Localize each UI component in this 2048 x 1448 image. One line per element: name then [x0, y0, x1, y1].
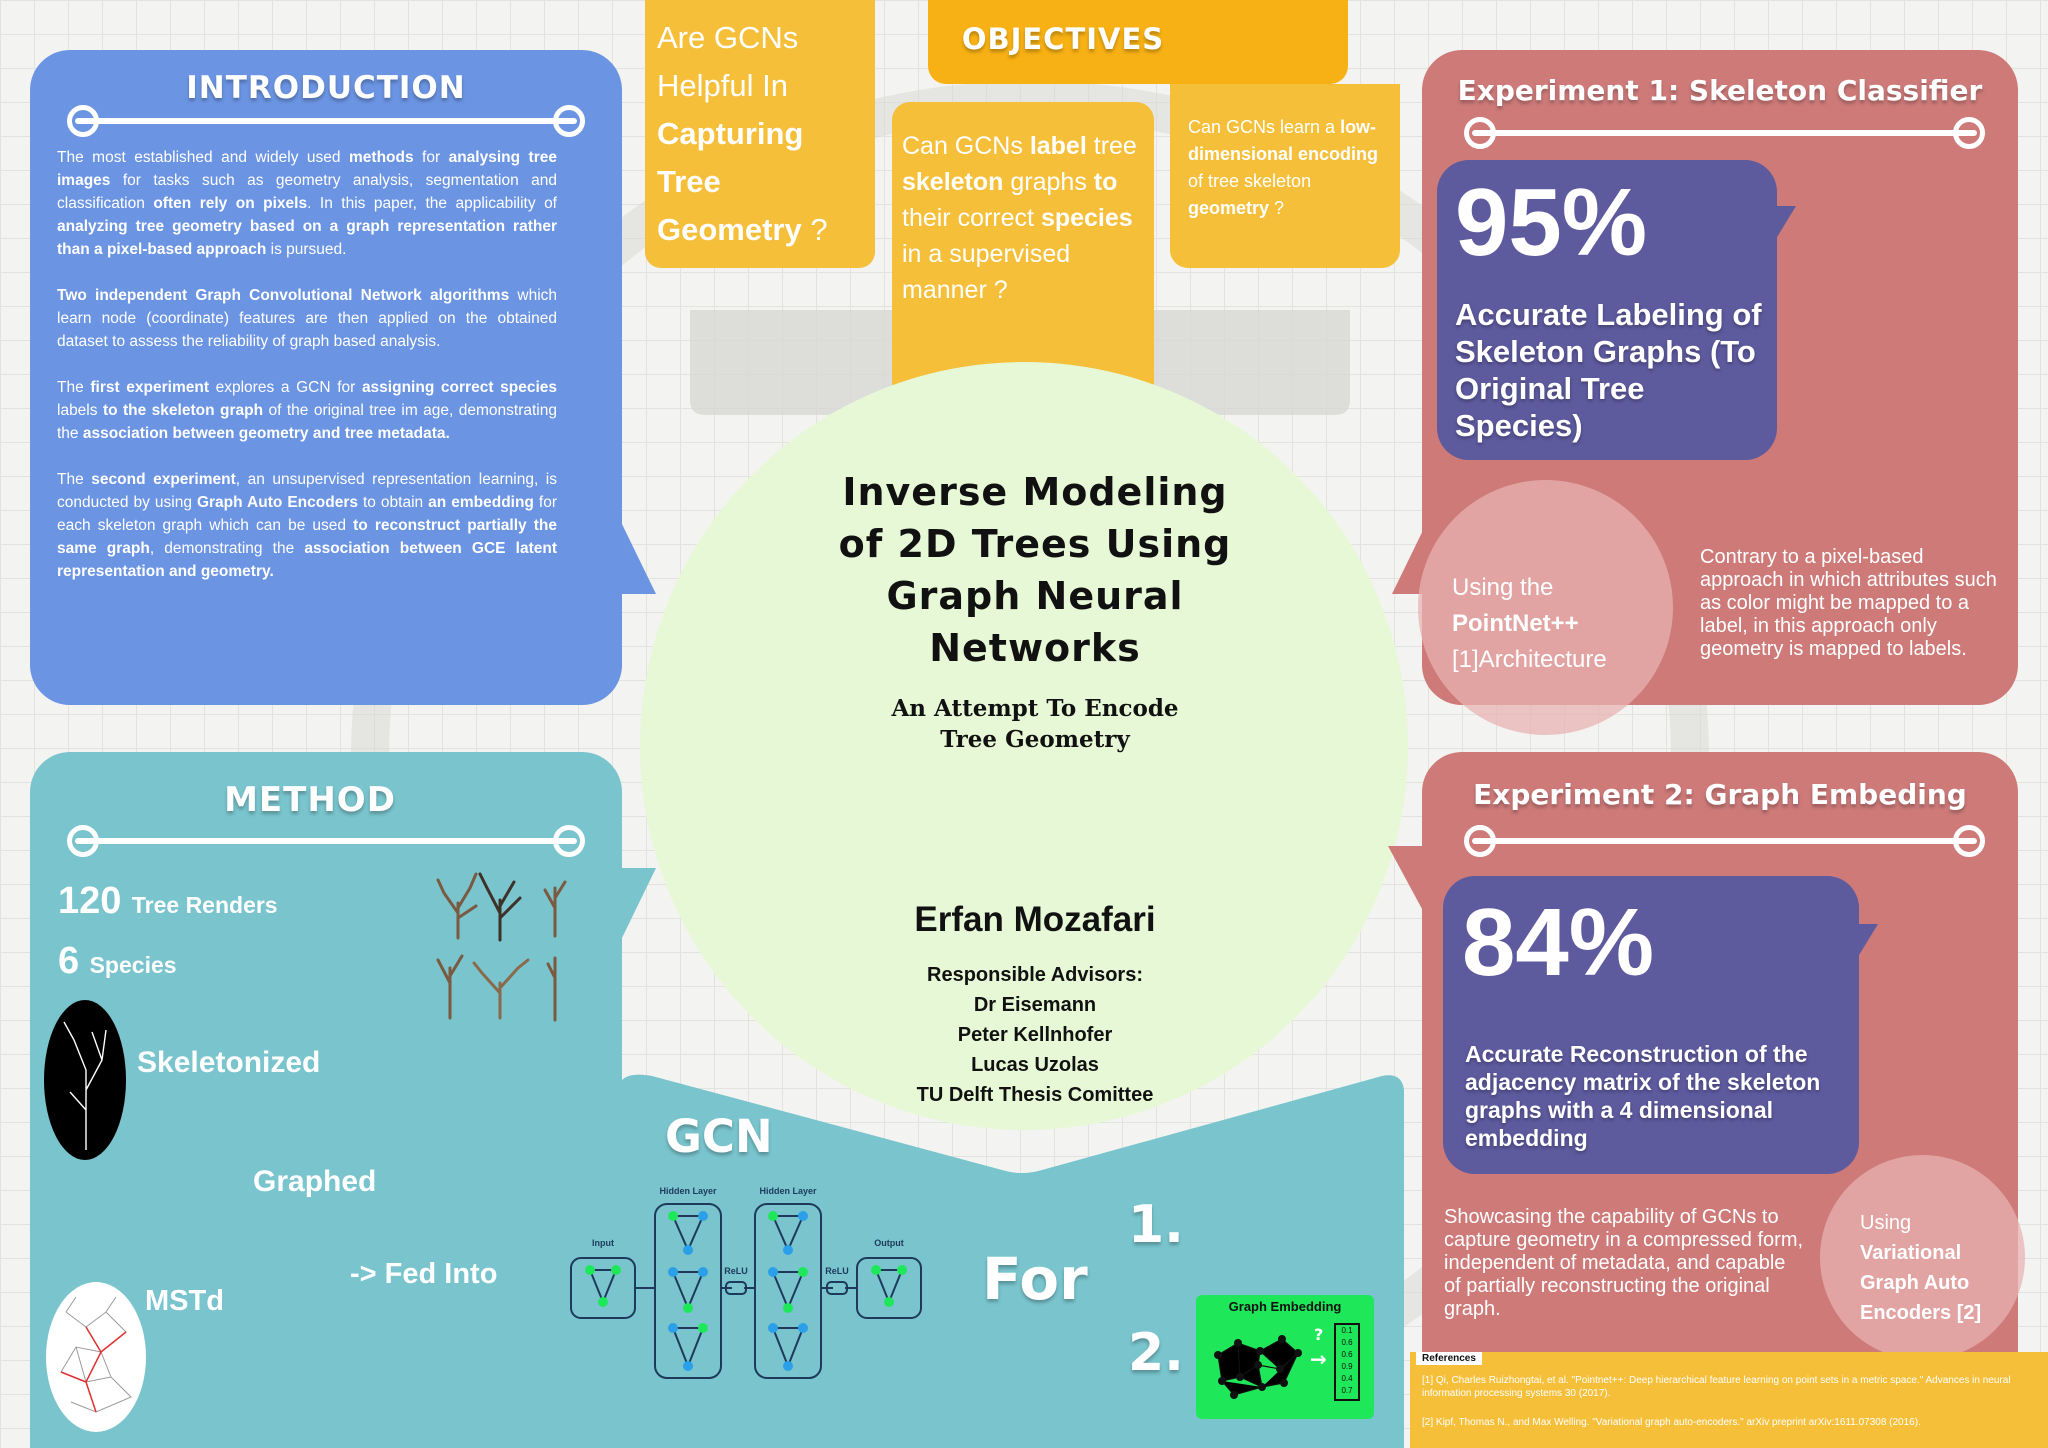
committee: TU Delft Thesis Comittee	[916, 1084, 1154, 1106]
diagram-input-label: Input	[592, 1238, 614, 1248]
objectives-header	[928, 0, 1348, 84]
embedding-vector: 0.1 0.6 0.6 0.9 0.4 0.7	[1334, 1323, 1360, 1401]
slider-knob-right	[553, 825, 585, 857]
slider-knob-left	[1464, 825, 1496, 857]
question-line-5: Geometry ?	[657, 212, 828, 247]
experiment-1-stat-card	[1437, 160, 1777, 460]
advisors-block: Responsible Advisors: Dr Eisemann Peter …	[830, 960, 1240, 1110]
experiment-1-note: Contrary to a pixel-based approach in wh…	[1700, 546, 1997, 660]
step-graphed: Graphed	[253, 1165, 377, 1198]
experiment-2-stat-label: Accurate Reconstruction of the adjacency…	[1465, 1041, 1821, 1151]
question-box: Are GCNs Helpful In Capturing Tree Geome…	[645, 0, 875, 268]
gcn-for-label: For	[982, 1245, 1088, 1313]
renders-number: 120	[58, 880, 122, 922]
question-line-3: Capturing	[657, 116, 804, 151]
experiment-2-stat: 84%	[1462, 889, 1655, 996]
slider-knob-left	[67, 105, 99, 137]
objectives-title: OBJECTIVES	[961, 22, 1165, 56]
stat-card-tail	[1856, 924, 1878, 960]
objective-1-box: Can GCNs label tree skeleton graphs to t…	[892, 102, 1154, 387]
introduction-slider	[67, 105, 585, 137]
introduction-paragraph-4: The second experiment, an unsupervised r…	[57, 471, 558, 580]
reference-2: [2] Kipf, Thomas N., and Max Welling. "V…	[1422, 1417, 1921, 1428]
gcn-diagram-drawing	[570, 1203, 922, 1379]
diagram-relu-1-label: ReLU	[724, 1266, 748, 1276]
slider-knob-right	[1953, 117, 1985, 149]
method-title: METHOD	[224, 780, 396, 820]
gcn-item-1: 1.	[1128, 1195, 1184, 1255]
pointnet-text: Using the PointNet++ [1]Architecture	[1452, 574, 1607, 673]
species-label: Species	[89, 952, 177, 978]
stat-card-tail	[1774, 206, 1796, 242]
introduction-body: The most established and widely used met…	[57, 146, 557, 606]
introduction-panel: INTRODUCTION The most established and wi…	[30, 50, 622, 705]
references-box: References [1] Qi, Charles Ruizhongtai, …	[1410, 1352, 2048, 1448]
method-slider	[67, 825, 585, 857]
center-circle	[640, 362, 1408, 1130]
poster-subtitle: An Attempt To Encode Tree Geometry	[891, 695, 1179, 753]
slider-knob-right	[1953, 825, 1985, 857]
slider-knob-left	[1464, 117, 1496, 149]
experiment-2-pointer	[1388, 846, 1428, 920]
experiment-1-stat-label: Accurate Labeling of Skeleton Graphs (To…	[1455, 297, 1762, 443]
introduction-pointer	[620, 520, 656, 594]
poster-title: Inverse Modeling of 2D Trees Using Graph…	[838, 470, 1232, 670]
renders-label: Tree Renders	[131, 892, 278, 918]
slider-knob-right	[553, 105, 585, 137]
objective-2-box: Can GCNs learn a low-dimensional encodin…	[1170, 84, 1400, 268]
experiment-1-stat: 95%	[1455, 169, 1648, 276]
diagram-relu-2-label: ReLU	[825, 1266, 849, 1276]
fed-into-label: -> Fed Into	[350, 1258, 498, 1290]
question-line-2: Helpful In	[657, 68, 788, 103]
diagram-output-label: Output	[874, 1238, 904, 1248]
introduction-paragraph-2: Two independent Graph Convolutional Netw…	[57, 287, 558, 350]
introduction-paragraph-3: The first experiment explores a GCN for …	[57, 379, 557, 442]
references-title: References	[1416, 1352, 1482, 1365]
step-mstd: MSTd	[145, 1285, 224, 1317]
experiment-2-title: Experiment 2: Graph Embeding	[1473, 778, 1967, 811]
gcn-diagram: Input Hidden Layer Hidden Layer ReLU ReL…	[568, 1180, 928, 1380]
method-pointer	[620, 868, 656, 942]
pointnet-circle	[1418, 480, 1673, 735]
experiment-2-note: Showcasing the capability of GCNs to cap…	[1444, 1206, 1804, 1320]
diagram-hidden-1-label: Hidden Layer	[659, 1186, 717, 1196]
advisors-label: Responsible Advisors:	[927, 964, 1143, 986]
tree-renders-image	[436, 872, 567, 1022]
renders-count: 120 Tree Renders	[58, 880, 278, 923]
reference-1: [1] Qi, Charles Ruizhongtai, et al. "Poi…	[1422, 1375, 2011, 1399]
embedding-graph-drawing	[1214, 1335, 1302, 1399]
gcn-item-2: 2.	[1128, 1323, 1184, 1383]
mst-image	[46, 1282, 146, 1432]
question-line-4: Tree	[657, 164, 721, 199]
embedding-question-icon: ?	[1314, 1325, 1324, 1344]
experiment-1-slider	[1464, 117, 1985, 149]
species-number: 6	[58, 940, 80, 982]
experiment-2-slider	[1464, 825, 1985, 857]
species-count: 6 Species	[58, 940, 177, 983]
advisor-1: Dr Eisemann	[973, 994, 1097, 1016]
introduction-title: INTRODUCTION	[186, 70, 466, 106]
experiment-1-title: Experiment 1: Skeleton Classifier	[1457, 74, 1983, 107]
graph-embedding-box: Graph Embedding → ? 0.1 0.6 0.6 0.9 0.4 …	[1196, 1295, 1374, 1419]
experiment-2-stat-card	[1443, 876, 1859, 1174]
advisor-3: Lucas Uzolas	[971, 1054, 1099, 1076]
vgae-circle	[1820, 1155, 2025, 1360]
diagram-hidden-2-label: Hidden Layer	[759, 1186, 817, 1196]
skeleton-image	[44, 1000, 126, 1160]
embedding-arrow-icon: →	[1310, 1347, 1327, 1371]
introduction-paragraph-1: The most established and widely used met…	[57, 149, 557, 258]
vgae-text: Using Variational Graph Auto Encoders [2…	[1860, 1212, 1982, 1324]
gcn-title: GCN	[665, 1110, 773, 1163]
slider-knob-left	[67, 825, 99, 857]
author-name: Erfan Mozafari	[914, 900, 1156, 939]
step-skeletonized: Skeletonized	[137, 1046, 321, 1079]
graph-embedding-title: Graph Embedding	[1228, 1299, 1342, 1314]
experiment-1-pointer	[1392, 520, 1428, 594]
advisor-2: Peter Kellnhofer	[957, 1024, 1113, 1046]
question-line-1: Are GCNs	[657, 20, 799, 55]
